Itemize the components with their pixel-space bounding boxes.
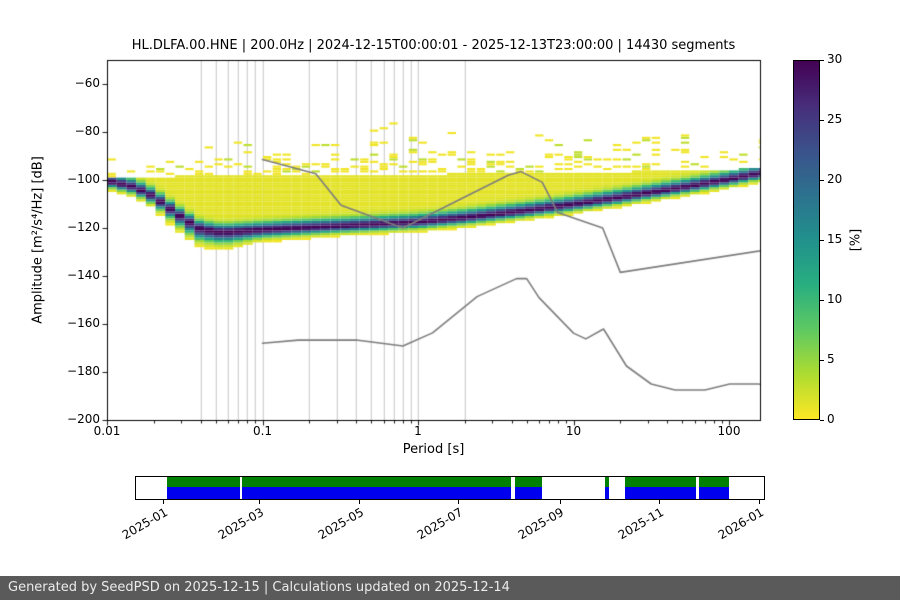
x-axis-label: Period [s] [402,442,465,457]
y-tick-label: −200 [67,412,100,426]
availability-segment-data [624,487,696,499]
colorbar [793,60,820,420]
colorbar-tick-label: 0 [827,412,835,426]
colorbar-tick-mark [820,120,824,121]
y-tick-label: −140 [67,268,100,282]
availability-segment-psd [166,477,240,487]
ppsd-plot-canvas [0,0,900,565]
colorbar-tick-mark [820,240,824,241]
x-tick-label: 0.1 [252,424,273,438]
colorbar-tick-mark [820,300,824,301]
footer-text: Generated by SeedPSD on 2025-12-15 | Cal… [8,580,510,595]
colorbar-label: [%] [848,228,864,252]
availability-month-tick [758,500,760,504]
availability-month-tick [659,500,661,504]
colorbar-tick-mark [820,420,824,421]
y-tick-label: −160 [67,316,100,330]
y-tick-label: −120 [67,220,100,234]
availability-month-tick [458,500,460,504]
availability-month-tick [162,500,164,504]
x-tick-label: 100 [717,424,741,438]
y-tick-label: −80 [74,124,100,138]
availability-segment-data [605,487,609,499]
availability-month-tick [259,500,261,504]
x-tick-label: 0.01 [93,424,121,438]
colorbar-tick-mark [820,60,824,61]
colorbar-tick-label: 30 [827,52,843,66]
plot-title: HL.DLFA.00.HNE | 200.0Hz | 2024-12-15T00… [131,38,736,53]
footer-status-bar: Generated by SeedPSD on 2025-12-15 | Cal… [0,576,900,600]
colorbar-tick-label: 5 [827,352,835,366]
colorbar-tick-label: 20 [827,172,843,186]
y-axis-label: Amplitude [m²/s⁴/Hz] [dB] [30,156,46,324]
availability-segment-psd [624,477,696,487]
availability-segment-psd [241,477,511,487]
y-tick-label: −60 [74,76,100,90]
availability-segment-data [514,487,543,499]
availability-segment-data [699,487,730,499]
colorbar-tick-mark [820,360,824,361]
availability-segment-data [241,487,511,499]
availability-segment-data [166,487,240,499]
colorbar-tick-label: 15 [827,232,843,246]
colorbar-tick-label: 25 [827,112,843,126]
availability-month-tick [358,500,360,504]
availability-segment-psd [605,477,609,487]
y-tick-label: −100 [67,172,100,186]
x-tick-label: 10 [565,424,582,438]
x-tick-label: 1 [414,424,422,438]
colorbar-tick-mark [820,180,824,181]
y-tick-label: −180 [67,364,100,378]
availability-segment-psd [514,477,543,487]
availability-segment-psd [699,477,730,487]
availability-bar [135,476,765,500]
colorbar-tick-label: 10 [827,292,843,306]
availability-month-tick [559,500,561,504]
